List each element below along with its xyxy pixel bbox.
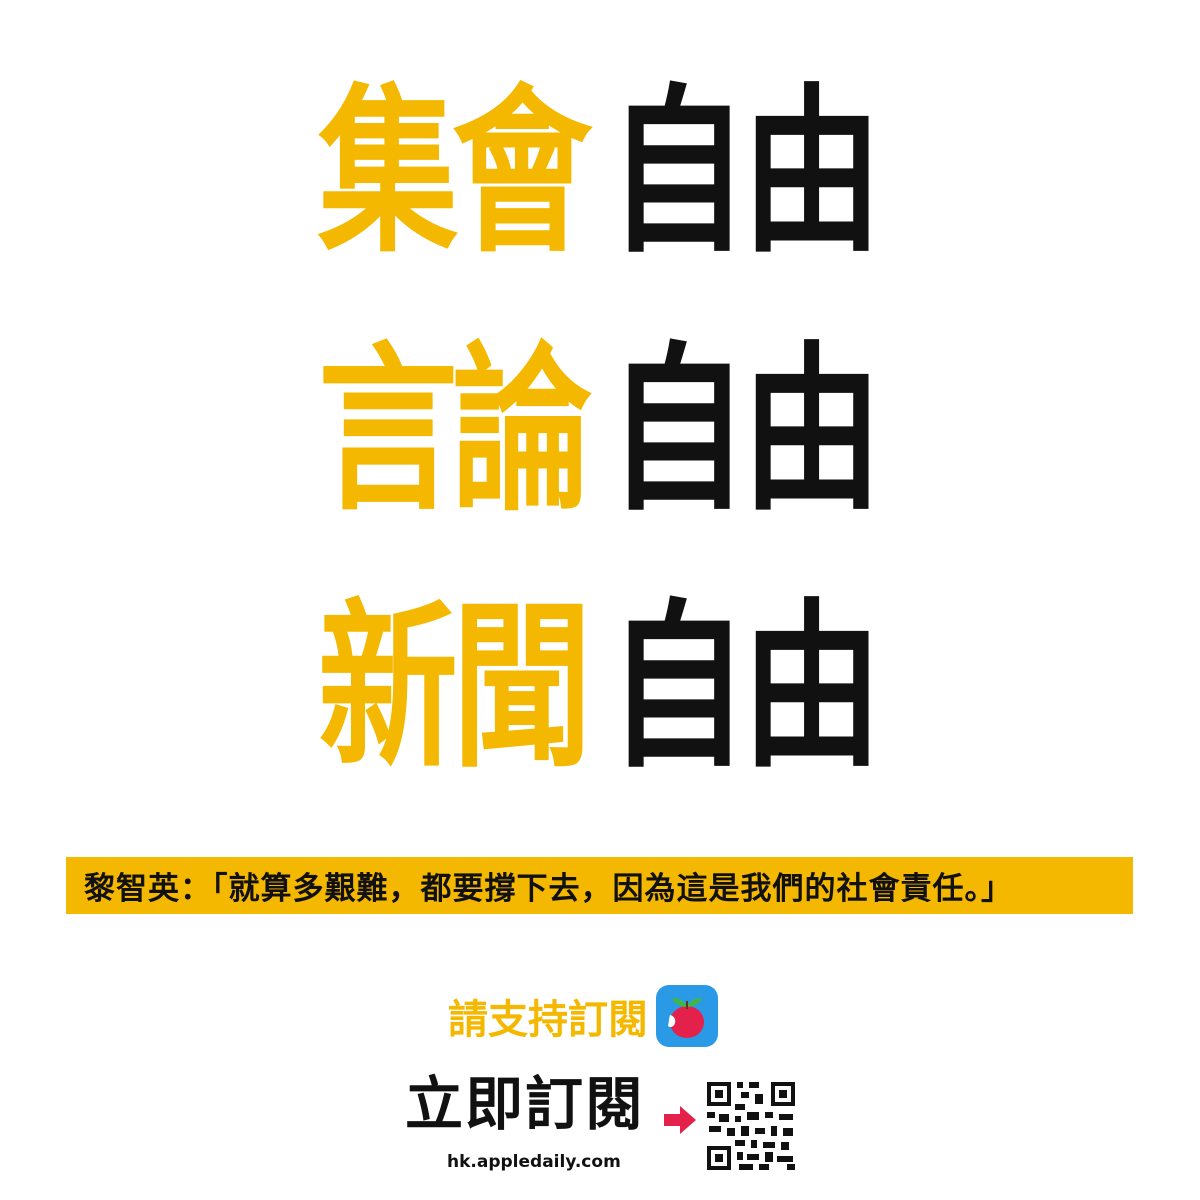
headline-press-freedom: 新聞 自由 (318, 585, 918, 790)
site-url[interactable]: hk.appledaily.com (447, 1152, 621, 1172)
apple-daily-app-icon[interactable] (656, 985, 718, 1047)
headline-freedom: 自由 (608, 325, 882, 536)
headline-assembly-freedom: 集會 自由 (318, 70, 918, 275)
qr-code-icon[interactable] (705, 1080, 797, 1172)
subscribe-now[interactable]: 立即訂閱 (405, 1075, 645, 1133)
headline-speech-freedom: 言論 自由 (318, 328, 918, 533)
headline-freedom: 自由 (608, 582, 882, 793)
support-subscription: 請支持訂閱 (448, 985, 718, 1047)
subscribe-text[interactable]: 立即訂閱 (405, 1070, 646, 1138)
quote-text: 黎智英：「就算多艱難，都要撐下去，因為這是我們的社會責任。」 (84, 871, 1013, 907)
headline-topic: 集會 (318, 67, 592, 278)
headline-freedom: 自由 (608, 67, 882, 278)
headline-topic: 新聞 (318, 582, 592, 793)
headline-topic: 言論 (318, 325, 592, 536)
arrow-right-icon (660, 1100, 700, 1140)
quote-banner: 黎智英：「就算多艱難，都要撐下去，因為這是我們的社會責任。」 (66, 857, 1133, 914)
support-text: 請支持訂閱 (448, 997, 648, 1043)
